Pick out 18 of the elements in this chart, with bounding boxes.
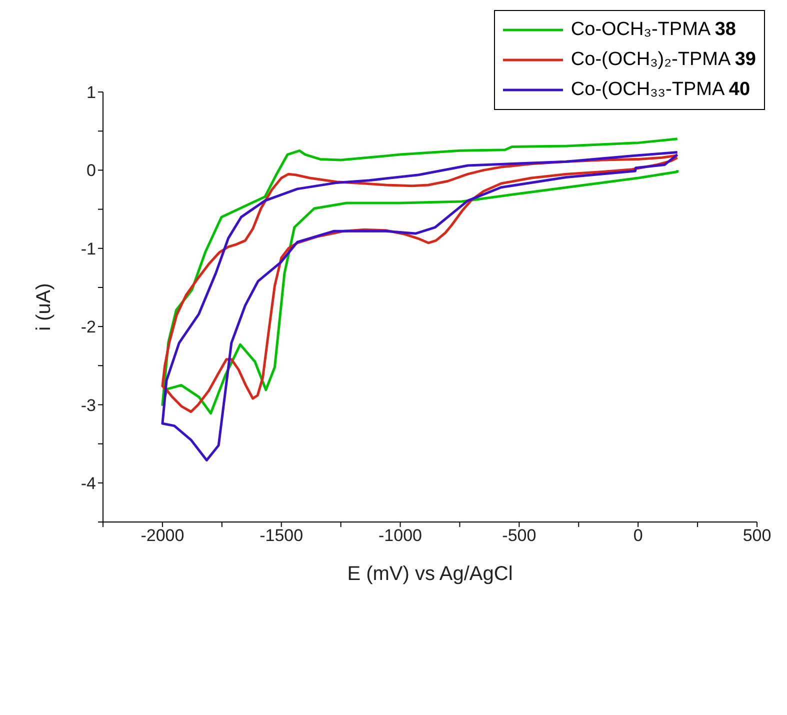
y-tick-label: 0 <box>86 161 96 180</box>
x-tick-label: -1000 <box>378 526 422 546</box>
legend-label: Co-(OCH₃)₂-TPMA 39 <box>570 49 756 71</box>
y-tick-label: -2 <box>80 318 96 337</box>
legend-label: Co-(OCH₃₃-TPMA 40 <box>570 79 750 101</box>
y-tick-label: -3 <box>80 396 96 415</box>
y-tick-label: 1 <box>86 83 96 102</box>
x-tick-label: -500 <box>502 526 536 546</box>
x-tick-label: 0 <box>633 526 643 546</box>
y-axis-title: i (uA) <box>33 283 56 331</box>
x-tick-label: -1500 <box>260 526 304 546</box>
x-tick-label: 500 <box>742 526 772 546</box>
line-series <box>161 150 679 462</box>
x-tick-label: -2000 <box>140 526 184 546</box>
y-tick-label: -1 <box>80 239 96 258</box>
y-tick-label: -4 <box>80 474 96 493</box>
x-axis-title: E (mV) vs Ag/AgCl <box>347 563 513 585</box>
legend-label: Co-OCH₃-TPMA 38 <box>570 19 736 41</box>
